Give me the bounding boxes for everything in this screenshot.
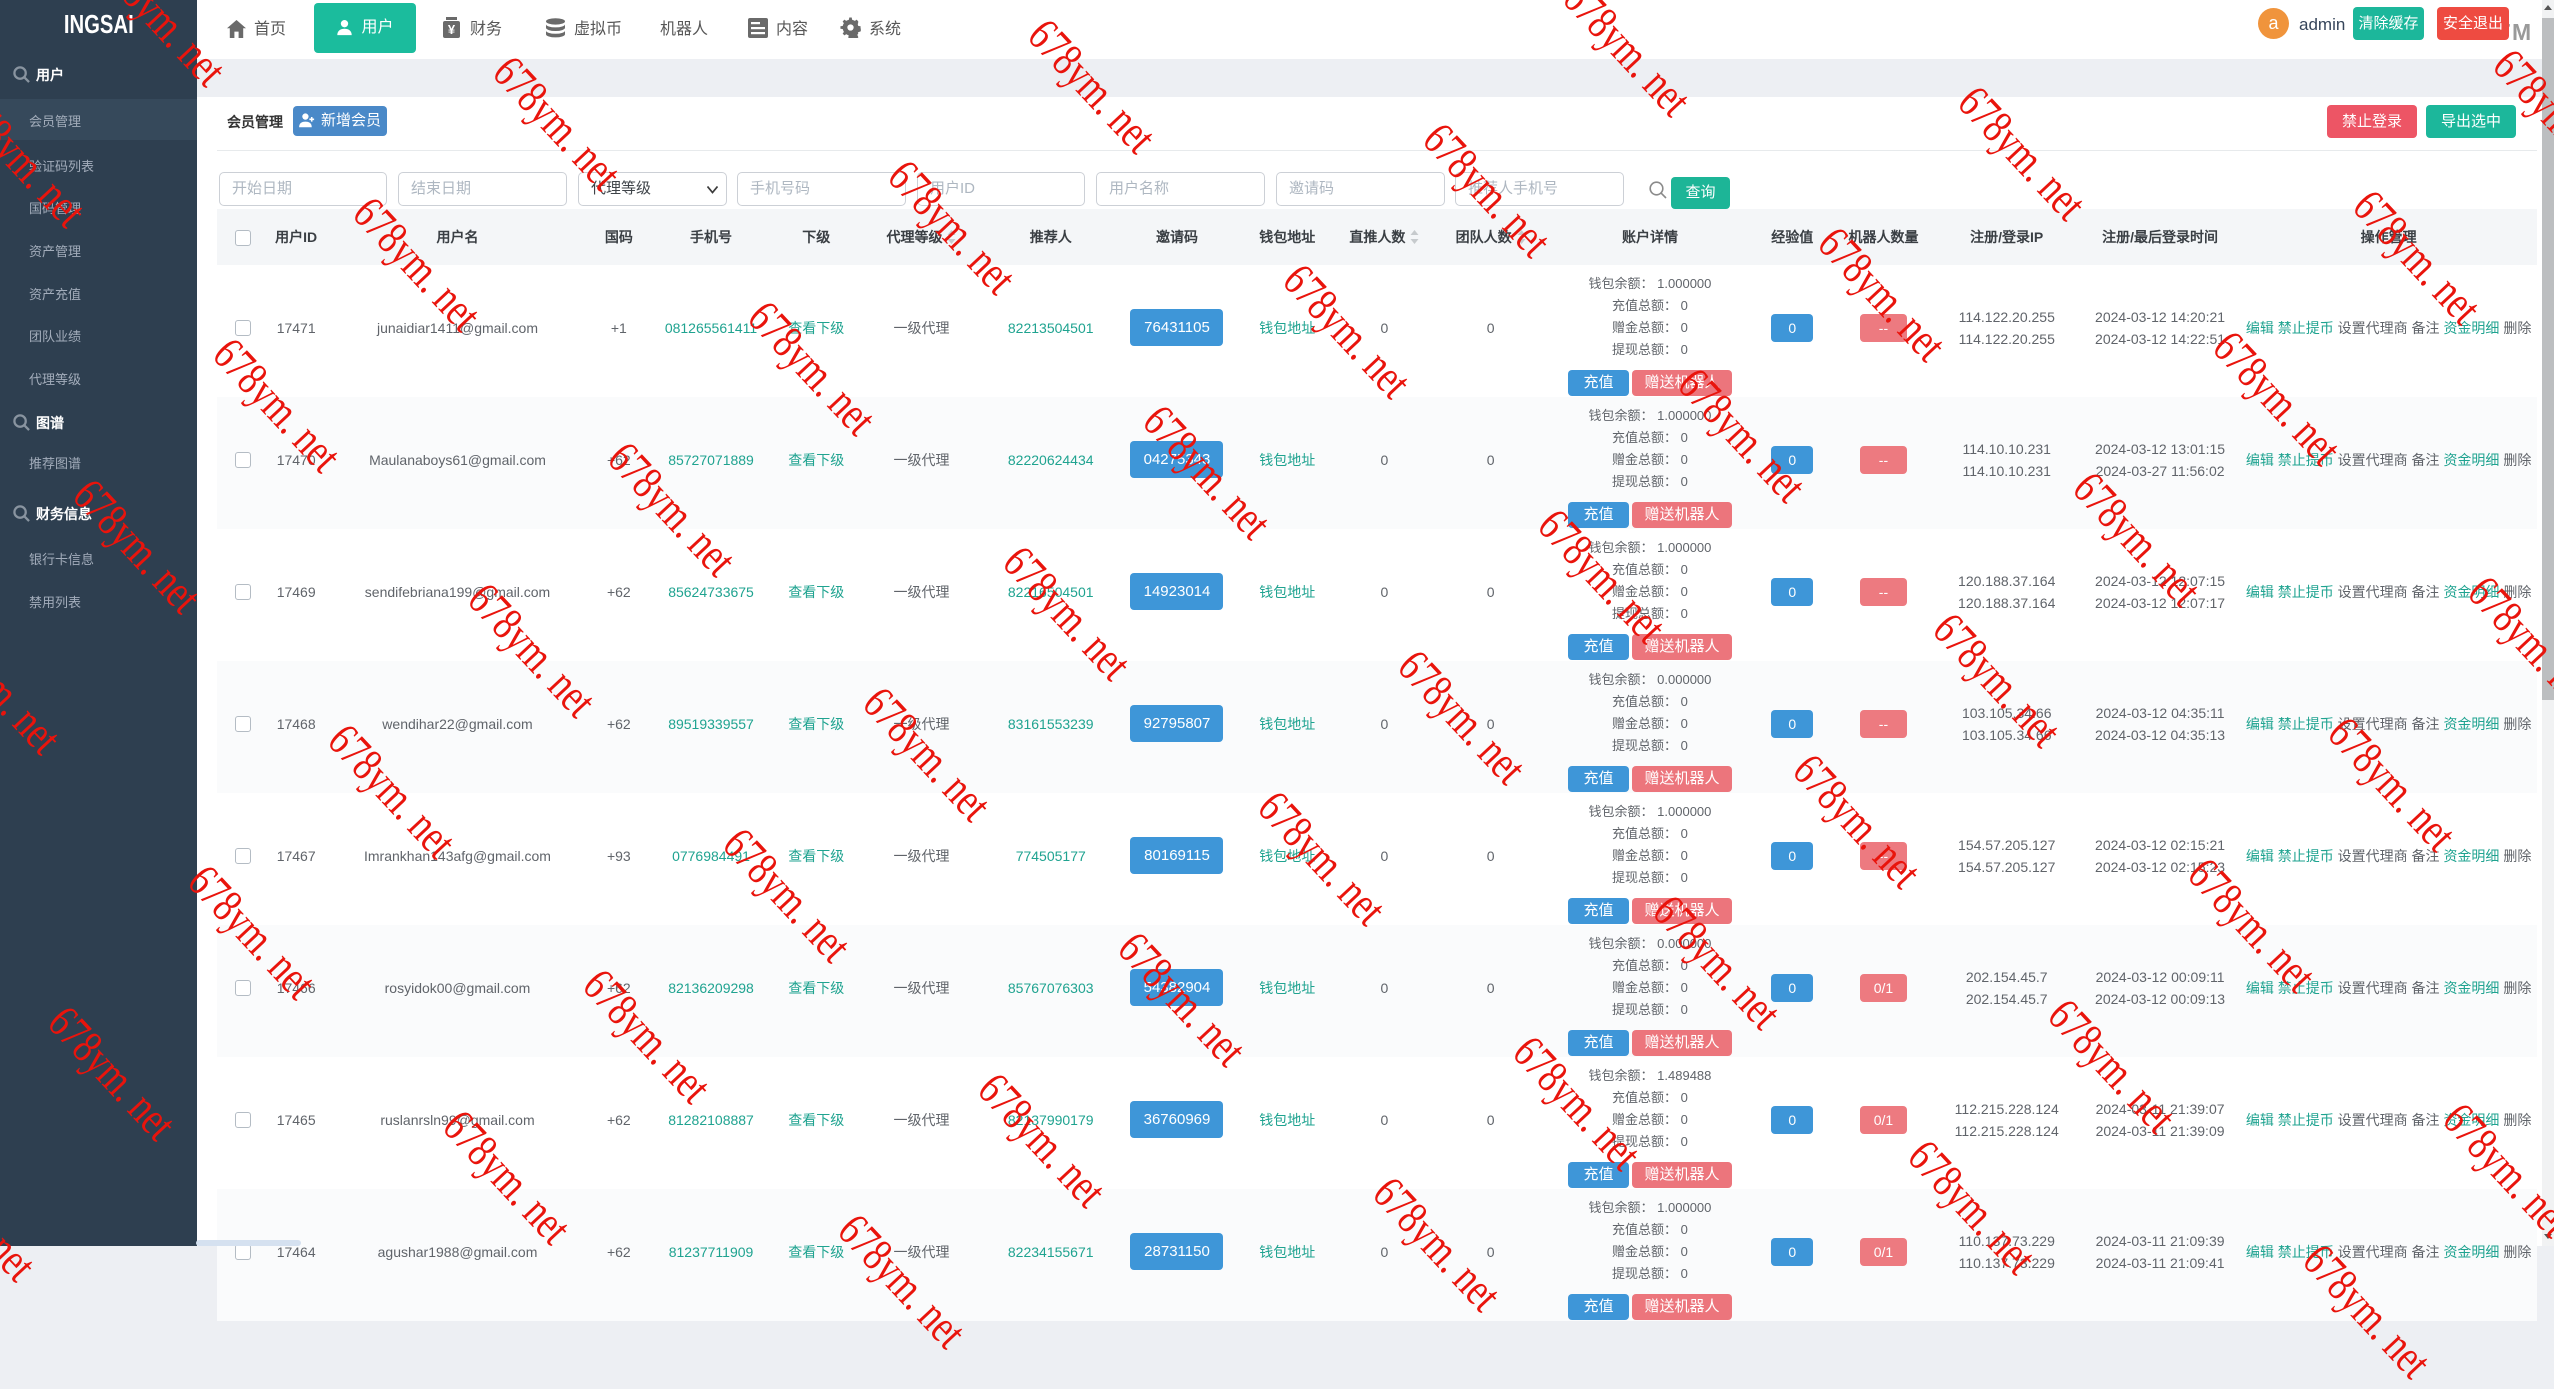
svg-text:¥: ¥ <box>448 22 456 37</box>
